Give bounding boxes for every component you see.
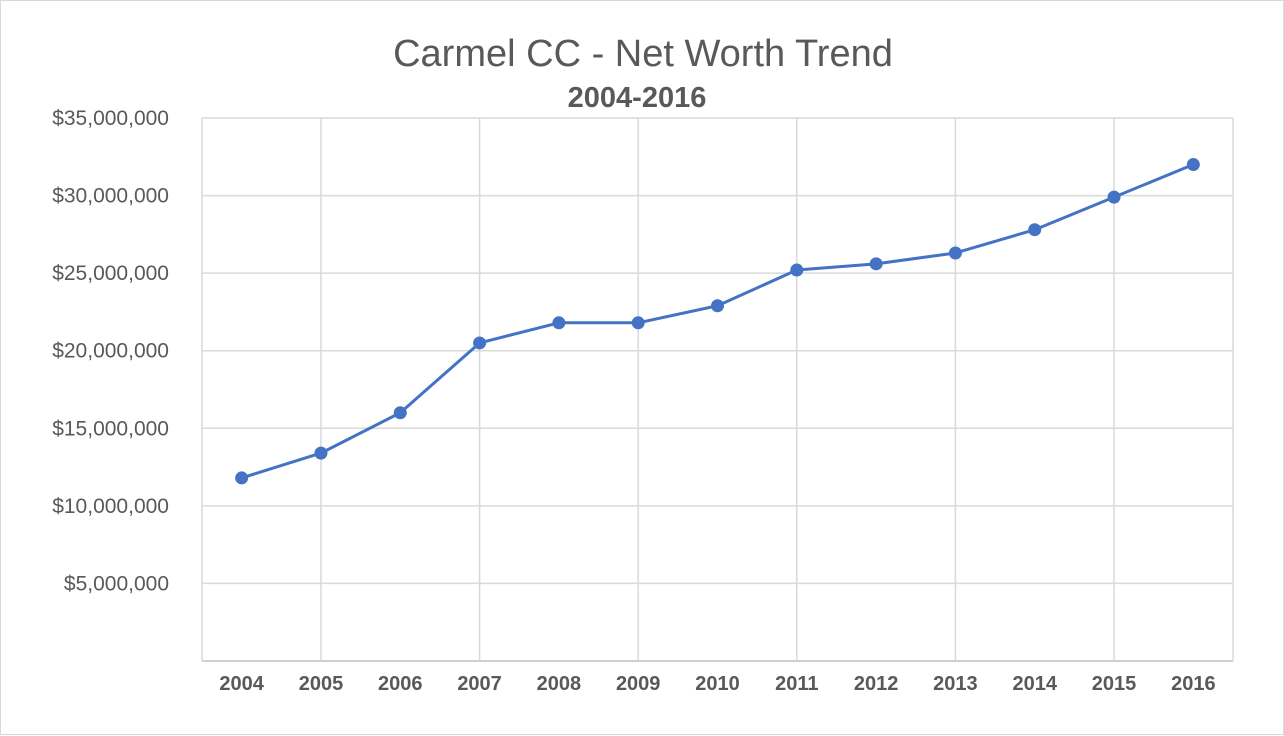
y-tick-label: $15,000,000 <box>52 417 169 440</box>
data-point <box>1028 223 1042 237</box>
x-tick-label: 2008 <box>537 673 582 695</box>
x-tick-label: 2016 <box>1171 673 1216 695</box>
x-tick-label: 2004 <box>219 673 264 695</box>
data-point <box>235 471 249 485</box>
x-tick-label: 2005 <box>299 673 344 695</box>
x-tick-label: 2014 <box>1012 673 1057 695</box>
x-tick-label: 2010 <box>695 673 740 695</box>
series-line <box>235 158 1200 485</box>
x-tick-label: 2015 <box>1092 673 1137 695</box>
data-point <box>711 299 724 313</box>
y-tick-label: $30,000,000 <box>52 185 169 208</box>
data-point <box>790 263 804 277</box>
x-tick-label: 2006 <box>378 673 423 695</box>
y-axis-ticks: $5,000,000 $10,000,000 $15,000,000 $20,000,… <box>52 107 169 595</box>
y-tick-label: $10,000,000 <box>52 495 169 518</box>
x-axis-ticks: 2004 2005 2006 2007 2008 2009 2010 2011 2012 2013… <box>219 673 1215 695</box>
chart-title: Carmel CC - Net Worth Trend <box>393 33 893 75</box>
data-point <box>552 316 566 330</box>
data-point <box>314 446 328 460</box>
y-tick-label: $25,000,000 <box>52 262 169 285</box>
x-tick-label: 2012 <box>854 673 899 695</box>
data-point <box>631 316 645 330</box>
data-point <box>393 406 407 420</box>
x-tick-label: 2007 <box>457 673 502 695</box>
y-tick-label: $5,000,000 <box>64 572 169 595</box>
y-tick-label: $35,000,000 <box>52 107 169 130</box>
series-line-path <box>241 163 1194 480</box>
data-point <box>1186 158 1200 172</box>
chart-subtitle: 2004-2016 <box>568 82 707 114</box>
data-point <box>1107 190 1121 204</box>
x-tick-label: 2011 <box>775 673 818 695</box>
x-tick-label: 2009 <box>616 673 661 695</box>
gridlines <box>201 117 1234 662</box>
data-point <box>948 246 962 260</box>
data-point <box>473 336 487 350</box>
x-tick-label: 2013 <box>933 673 978 695</box>
data-point <box>869 257 883 271</box>
y-tick-label: $20,000,000 <box>52 340 169 363</box>
